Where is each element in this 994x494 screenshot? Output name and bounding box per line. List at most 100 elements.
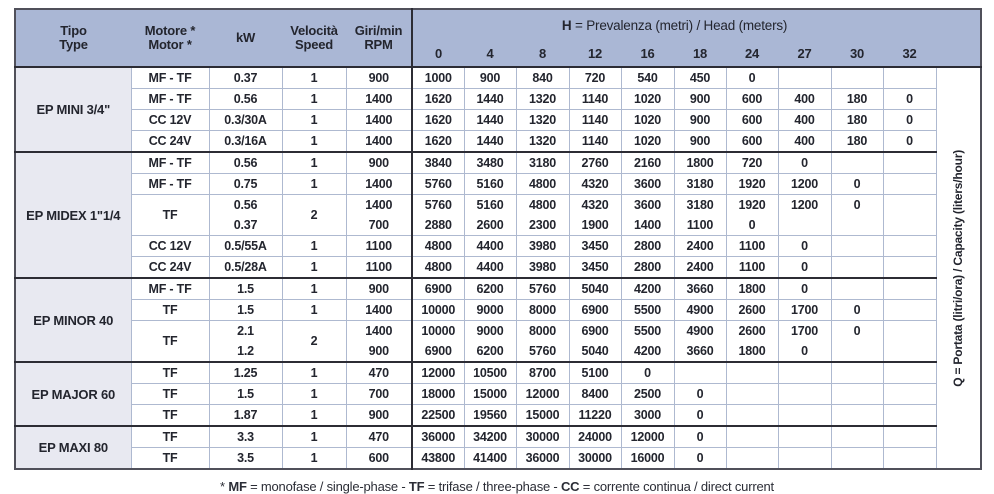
capacity-value-cell: [882, 151, 937, 174]
capacity-value-cell: 2400: [673, 235, 727, 257]
capacity-value-cell: 3980: [515, 235, 570, 257]
pump-row: EP MIDEX 1"1/4 MF - TF 0.56 1 900 3840 3480 318…: [14, 151, 981, 279]
kw-cell: 1.87: [208, 404, 283, 427]
pump-row: EP MINOR 40 MF - TF 1.5 1 900 6900 6200 5760 504…: [14, 277, 981, 363]
capacity-value-cell: 1320: [515, 88, 570, 110]
col-header-kw-label: kW: [235, 30, 256, 45]
capacity-value-cell: 1700: [777, 299, 832, 321]
capacity-value-cell: 43800: [411, 447, 465, 470]
footnote-text: = monofase / single-phase -: [246, 479, 409, 494]
capacity-value-cell: [882, 173, 937, 195]
head-value-12: 12: [569, 41, 621, 68]
header-row-head-values: 0 4 8 12 16 18 24 27 30 32: [15, 41, 981, 68]
capacity-value-cell: 1320: [515, 130, 570, 153]
capacity-value-cell: 10000 6900: [411, 320, 465, 363]
capacity-value-cell: [725, 383, 779, 405]
capacity-value-cell: 900: [673, 88, 727, 110]
capacity-value-cell: [777, 404, 832, 427]
capacity-value-cell: [830, 256, 884, 279]
capacity-value-cell: 3980: [515, 256, 570, 279]
capacity-value-cell: 24000: [568, 425, 622, 448]
kw-cell: 1.5: [208, 277, 283, 300]
speed-cell: 1: [281, 404, 347, 427]
capacity-value-cell: 0: [725, 66, 779, 89]
col-header-rpm-line2: RPM: [364, 37, 393, 52]
pump-row: MF - TF 0.56 1 1400 1620 1440 1320 1140 1020 900 6…: [15, 88, 981, 110]
speed-cell: 1: [281, 130, 347, 153]
capacity-value-cell: 3180: [673, 173, 727, 195]
footnote-abbr: MF: [228, 479, 247, 494]
head-value-0: 0: [411, 41, 464, 68]
capacity-value-cell: 5160: [463, 173, 517, 195]
capacity-value-cell: 1140: [568, 130, 622, 153]
capacity-value-cell: 30000: [568, 447, 622, 470]
capacity-value-cell: 900: [673, 109, 727, 131]
rpm-cell: 1400 900: [345, 320, 413, 363]
col-header-speed: Velocità Speed: [282, 9, 346, 68]
capacity-value-cell: [882, 361, 937, 384]
capacity-value-cell: 0: [830, 194, 884, 236]
motor-type-cell: MF - TF: [130, 88, 210, 110]
speed-cell: 1: [281, 256, 347, 279]
rpm-cell: 1400: [345, 130, 413, 153]
pump-row: TF 1.87 1 900 22500 19560 15000 11220 3000 0: [15, 404, 981, 427]
capacity-value-cell: 4800: [515, 173, 570, 195]
col-header-motor-line2: Motor *: [148, 37, 192, 52]
capacity-value-cell: [725, 425, 779, 448]
speed-cell: 1: [281, 109, 347, 131]
capacity-value-cell: 3450: [568, 256, 622, 279]
capacity-value-cell: [882, 425, 937, 448]
col-header-rpm: Giri/min RPM: [346, 9, 412, 68]
rpm-cell: 700: [345, 383, 413, 405]
capacity-value-cell: 0: [830, 299, 884, 321]
capacity-value-cell: 180: [830, 130, 884, 153]
speed-cell: 1: [281, 151, 347, 174]
capacity-value-cell: 8700: [515, 361, 570, 384]
footnote: * MF = monofase / single-phase - TF = tr…: [14, 479, 980, 494]
kw-cell: 0.3/16A: [208, 130, 283, 153]
pump-row: TF 1.5 1 700 18000 15000 12000 8400 2500 0: [15, 383, 981, 405]
motor-type-cell: TF: [130, 404, 210, 427]
capacity-value-cell: [777, 383, 832, 405]
pump-row: EP MINI 3/4" MF - TF 0.37 1 900 1000 900 840 720…: [14, 66, 982, 469]
kw-cell: 0.75: [208, 173, 283, 195]
motor-type-cell: MF - TF: [130, 66, 210, 89]
capacity-value-cell: 0: [777, 277, 832, 300]
capacity-value-cell: 2760: [568, 151, 622, 174]
capacity-value-cell: [830, 151, 884, 174]
col-header-type-line1: Tipo: [60, 23, 87, 38]
capacity-value-cell: 4400: [463, 256, 517, 279]
capacity-value-cell: [725, 447, 779, 470]
motor-type-cell: CC 12V: [130, 235, 210, 257]
rpm-cell: 900: [345, 151, 413, 174]
head-value-16: 16: [621, 41, 674, 68]
capacity-value-cell: 36000: [515, 447, 570, 470]
capacity-value-cell: 400: [777, 130, 832, 153]
motor-type-cell: TF: [130, 194, 210, 236]
capacity-value-cell: [830, 66, 884, 89]
capacity-value-cell: 5160 2600: [463, 194, 517, 236]
capacity-value-cell: 4800: [411, 256, 465, 279]
capacity-value-cell: 0: [830, 320, 884, 363]
capacity-value-cell: 0: [882, 88, 937, 110]
footnote-abbr: TF: [408, 479, 425, 494]
capacity-value-cell: 600: [725, 130, 779, 153]
section-name: EP MAXI 80: [14, 425, 132, 470]
capacity-value-cell: 1620: [411, 109, 465, 131]
capacity-value-cell: 4400: [463, 235, 517, 257]
speed-cell: 1: [281, 383, 347, 405]
speed-cell: 1: [281, 88, 347, 110]
head-value-30: 30: [831, 41, 883, 68]
head-value-8: 8: [516, 41, 569, 68]
capacity-value-cell: 1140: [568, 109, 622, 131]
col-header-kw: kW: [209, 9, 282, 68]
capacity-value-cell: 4800: [411, 235, 465, 257]
capacity-value-cell: 0: [777, 256, 832, 279]
speed-cell: 2: [281, 194, 347, 236]
head-value-4: 4: [464, 41, 516, 68]
capacity-value-cell: 3000: [620, 404, 675, 427]
kw-cell: 0.56: [208, 151, 283, 174]
rpm-cell: 1400: [345, 299, 413, 321]
col-header-speed-line2: Speed: [294, 37, 333, 52]
capacity-value-cell: 0: [673, 383, 727, 405]
